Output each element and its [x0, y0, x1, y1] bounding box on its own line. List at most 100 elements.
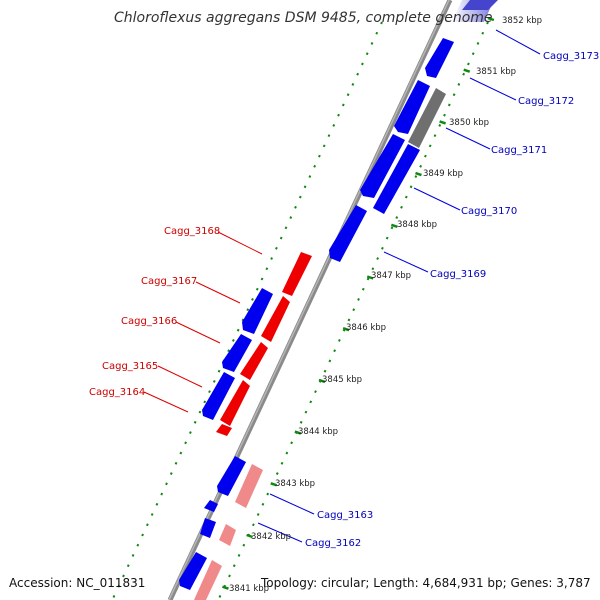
- gene-arrows: [179, 0, 498, 600]
- gene-label-cagg-3164[interactable]: Cagg_3164: [89, 387, 145, 398]
- tick-mark: [122, 574, 125, 578]
- major-tick-mark: [415, 171, 422, 177]
- tick-mark: [462, 72, 466, 76]
- leader-cagg-3163: [269, 493, 315, 515]
- tick-mark: [198, 410, 202, 414]
- tick-mark: [443, 113, 446, 117]
- tick-mark: [370, 42, 374, 45]
- gene-arrow-cagg-3171-upper[interactable]: [394, 80, 430, 134]
- gene-arrow-cagg-3169[interactable]: [329, 205, 367, 262]
- gene-label-cagg-3165[interactable]: Cagg_3165: [102, 361, 158, 372]
- tick-mark: [289, 216, 293, 219]
- tick-mark: [285, 451, 289, 455]
- major-tick-mark: [390, 223, 398, 228]
- gene-label-cagg-3166[interactable]: Cagg_3166: [121, 316, 177, 327]
- tick-mark: [376, 257, 379, 260]
- gene-label-cagg-3162[interactable]: Cagg_3162: [305, 538, 361, 549]
- tick-mark: [227, 349, 230, 353]
- tick-mark: [452, 93, 456, 97]
- gene-arrow-cagg-3164-small[interactable]: [216, 424, 232, 436]
- tick-mark: [179, 451, 183, 455]
- tick-mark: [381, 246, 384, 250]
- tick-mark: [318, 154, 321, 158]
- gene-labels-right: Cagg_3173 Cagg_3172 Cagg_3171 Cagg_3170 …: [305, 51, 599, 549]
- gene-arrow-cagg-3163-pink[interactable]: [235, 464, 263, 508]
- gene-arrow-cagg-3165-blue[interactable]: [202, 372, 235, 420]
- gene-arrow-cagg-3162-blue[interactable]: [204, 500, 218, 512]
- kbp-label: 3845 kbp: [322, 375, 362, 385]
- tick-mark: [351, 83, 355, 86]
- gene-label-cagg-3173[interactable]: Cagg_3173: [543, 51, 599, 62]
- gene-label-cagg-3170[interactable]: Cagg_3170: [461, 206, 517, 217]
- tick-mark: [303, 185, 307, 189]
- gene-label-cagg-3171[interactable]: Cagg_3171: [491, 145, 547, 156]
- kbp-label: 3850 kbp: [449, 118, 489, 128]
- tick-mark: [270, 257, 273, 260]
- gene-arrow-cagg-3170-a[interactable]: [360, 134, 405, 198]
- leader-cagg-3169: [383, 251, 429, 273]
- kbp-label: 3841 kbp: [229, 584, 269, 594]
- gene-label-cagg-3163[interactable]: Cagg_3163: [317, 510, 373, 521]
- kbp-label: 3847 kbp: [371, 271, 411, 281]
- tick-mark: [467, 62, 470, 66]
- tick-mark: [424, 154, 427, 158]
- tick-mark: [346, 93, 350, 97]
- map-title: Chloroflexus aggregans DSM 9485, complet…: [114, 10, 493, 26]
- tick-mark: [409, 185, 413, 189]
- major-tick-mark: [246, 533, 253, 539]
- leader-cagg-3173: [495, 29, 541, 55]
- gene-arrow-cagg-3170-b[interactable]: [373, 144, 420, 214]
- tick-mark: [404, 195, 408, 199]
- gene-label-cagg-3172[interactable]: Cagg_3172: [518, 96, 574, 107]
- kbp-label: 3842 kbp: [251, 532, 291, 542]
- tick-mark: [280, 461, 284, 465]
- leader-cagg-3168: [217, 231, 263, 255]
- tick-mark: [433, 134, 437, 138]
- tick-mark: [395, 216, 399, 219]
- tick-mark: [428, 144, 432, 148]
- tick-row-right: [218, 21, 489, 598]
- gene-arrow-cagg-3166-red[interactable]: [240, 342, 268, 380]
- tick-mark: [126, 564, 130, 568]
- tick-mark: [246, 308, 250, 312]
- gene-arrow-cagg-3167-red[interactable]: [261, 296, 290, 342]
- leader-cagg-3170: [413, 187, 461, 211]
- gene-arrow-cagg-3172[interactable]: [425, 38, 454, 78]
- gene-arrow-top-blue[interactable]: [462, 0, 498, 10]
- tick-mark: [361, 62, 364, 66]
- gene-arrow-cagg-3166-blue[interactable]: [222, 334, 252, 372]
- tick-mark: [438, 123, 442, 127]
- tick-mark: [299, 420, 303, 424]
- tick-mark: [150, 513, 154, 516]
- gene-label-cagg-3167[interactable]: Cagg_3167: [141, 276, 197, 287]
- tick-mark: [261, 502, 265, 506]
- tick-mark: [237, 554, 241, 557]
- gene-arrow-bottom-blue[interactable]: [179, 552, 207, 590]
- kbp-label: 3848 kbp: [397, 220, 437, 230]
- tick-mark: [309, 400, 313, 404]
- gene-arrow-bottom-pink[interactable]: [194, 560, 222, 600]
- tick-mark: [217, 369, 221, 373]
- tick-mark: [284, 226, 288, 230]
- tick-mark: [414, 175, 418, 179]
- tick-mark: [189, 431, 192, 435]
- tick-mark: [290, 441, 293, 445]
- tick-mark: [184, 441, 187, 445]
- gene-arrow-cagg-3167-blue[interactable]: [242, 288, 273, 334]
- gene-arrow-cagg-3163-blue[interactable]: [217, 456, 246, 496]
- tick-mark: [193, 420, 197, 424]
- tick-mark: [146, 523, 149, 527]
- gene-arrow-cagg-3171-gray[interactable]: [408, 88, 446, 148]
- gene-arrow-cagg-3164-red[interactable]: [220, 380, 250, 426]
- tick-mark: [471, 52, 475, 56]
- gene-label-cagg-3168[interactable]: Cagg_3168: [164, 226, 220, 237]
- gene-label-cagg-3169[interactable]: Cagg_3169: [430, 269, 486, 280]
- tick-mark: [155, 502, 159, 506]
- genome-backbone: [167, 0, 453, 600]
- gene-arrow-cagg-3162-pink[interactable]: [219, 524, 236, 546]
- gene-arrow-cagg-3162-small[interactable]: [200, 518, 216, 538]
- kbp-label: 3852 kbp: [502, 16, 542, 26]
- tick-mark: [265, 267, 269, 271]
- gene-arrow-cagg-3168[interactable]: [282, 252, 312, 296]
